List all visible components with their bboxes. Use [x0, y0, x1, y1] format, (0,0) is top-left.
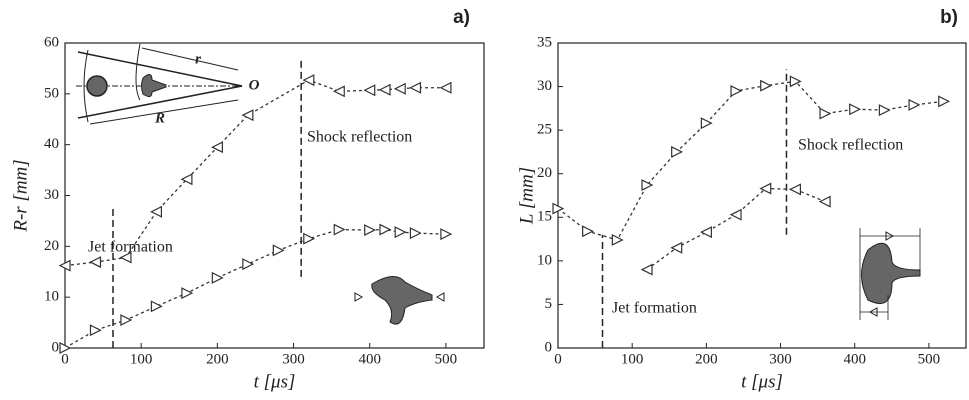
- marker: [150, 300, 163, 313]
- x-tick-label: 0: [554, 351, 562, 367]
- marker: [394, 226, 407, 239]
- marker: [611, 233, 624, 246]
- marker: [938, 95, 951, 108]
- x-axis-title: t [μs]: [254, 371, 296, 392]
- marker: [89, 324, 102, 337]
- marker: [582, 225, 595, 238]
- marker: [671, 145, 684, 158]
- marker: [332, 85, 345, 98]
- marker: [211, 271, 224, 284]
- y-tick-label: 50: [44, 85, 59, 101]
- y-tick-label: 20: [537, 165, 552, 181]
- y-tick-label: 30: [537, 78, 552, 94]
- x-tick-label: 100: [621, 351, 644, 367]
- y-tick-label: 25: [537, 122, 552, 138]
- marker: [211, 141, 223, 154]
- marker: [333, 223, 346, 236]
- marker: [181, 287, 194, 300]
- x-tick-label: 200: [695, 351, 718, 367]
- panel-label: a): [453, 7, 470, 28]
- marker: [789, 183, 801, 196]
- annotation: Shock reflection: [798, 137, 903, 154]
- marker: [59, 342, 72, 354]
- marker: [789, 75, 802, 88]
- marker: [670, 241, 683, 254]
- x-tick-label: 100: [130, 351, 153, 367]
- marker: [378, 83, 391, 96]
- y-tick-label: 15: [537, 209, 552, 225]
- y-tick-label: 35: [537, 34, 552, 50]
- x-tick-label: 300: [282, 351, 305, 367]
- series-line: [557, 80, 944, 241]
- marker: [409, 227, 422, 240]
- marker: [272, 244, 285, 257]
- marker: [700, 226, 712, 239]
- marker: [119, 251, 132, 264]
- x-tick-label: 500: [918, 351, 941, 367]
- y-axis-title: R-r [mm]: [10, 159, 31, 232]
- y-tick-label: 5: [545, 296, 553, 312]
- series-line: [646, 187, 826, 271]
- x-tick-label: 400: [843, 351, 866, 367]
- y-tick-label: 40: [44, 136, 59, 152]
- y-tick-label: 20: [44, 238, 59, 254]
- marker: [641, 179, 654, 192]
- inset-label: r: [195, 51, 201, 67]
- marker: [89, 256, 102, 269]
- y-axis-title: L [mm]: [516, 167, 537, 225]
- marker: [760, 79, 773, 92]
- inset-label: O: [249, 77, 260, 93]
- marker: [379, 223, 392, 236]
- y-tick-label: 60: [44, 34, 59, 50]
- panel-label: b): [940, 7, 958, 28]
- annotation: Jet formation: [612, 300, 697, 317]
- x-tick-label: 0: [61, 351, 69, 367]
- jet-shape-b: [859, 228, 921, 320]
- marker: [241, 109, 254, 122]
- marker: [180, 173, 193, 186]
- y-tick-label: 0: [52, 339, 60, 355]
- marker: [700, 117, 713, 130]
- inset-label: R: [154, 110, 165, 126]
- plot-frame: [557, 42, 967, 349]
- marker: [393, 82, 406, 95]
- marker: [58, 259, 71, 272]
- marker: [908, 98, 921, 111]
- y-tick-label: 10: [537, 252, 552, 268]
- marker: [120, 314, 133, 327]
- y-tick-label: 0: [545, 339, 553, 355]
- jet-shape-a: [354, 276, 445, 325]
- marker: [878, 104, 891, 117]
- marker: [302, 74, 315, 87]
- marker: [819, 107, 832, 120]
- annotation: Shock reflection: [307, 129, 412, 146]
- marker: [818, 195, 831, 208]
- marker: [640, 263, 653, 276]
- x-axis-title: t [μs]: [741, 371, 783, 392]
- x-tick-label: 300: [769, 351, 792, 367]
- y-tick-label: 30: [44, 187, 59, 203]
- marker: [150, 205, 163, 218]
- marker: [552, 202, 565, 215]
- x-tick-label: 400: [358, 351, 381, 367]
- marker: [363, 84, 376, 97]
- x-tick-label: 500: [435, 351, 458, 367]
- x-tick-label: 200: [206, 351, 229, 367]
- marker: [729, 208, 742, 221]
- marker: [303, 232, 316, 245]
- marker: [439, 81, 452, 94]
- annotation: Jet formation: [88, 239, 173, 256]
- marker: [242, 258, 255, 271]
- marker: [409, 81, 422, 94]
- marker: [849, 103, 862, 116]
- marker: [364, 224, 377, 237]
- cone-inset: [76, 43, 244, 125]
- marker: [759, 182, 772, 195]
- marker: [440, 228, 453, 241]
- y-tick-label: 10: [44, 289, 59, 305]
- marker: [730, 84, 743, 97]
